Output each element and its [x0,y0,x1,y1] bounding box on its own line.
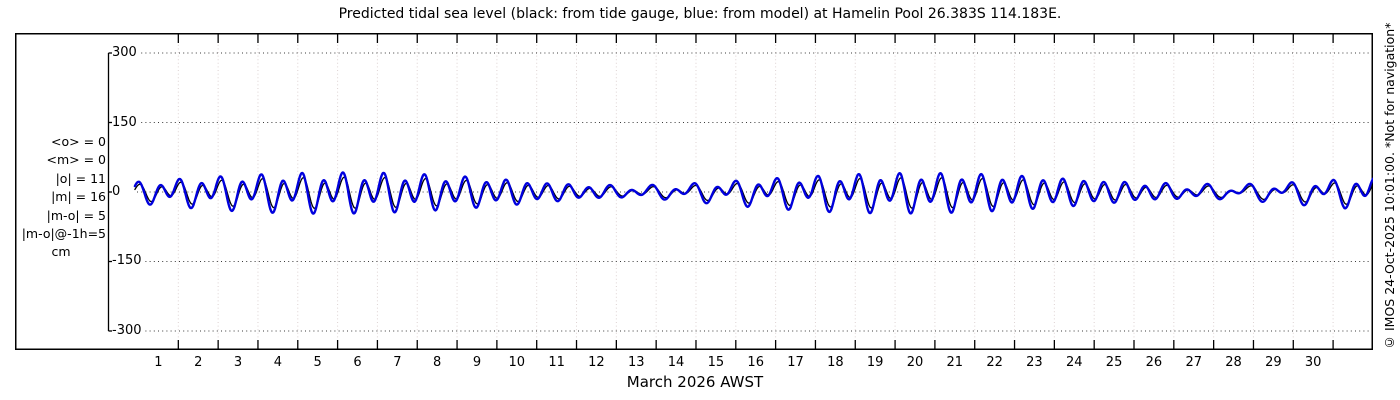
x-tick-label-day: 29 [1265,355,1282,370]
x-tick-label-day: 5 [313,355,322,370]
x-axis-label: March 2026 AWST [626,373,764,391]
stats-line: <m> = 0 [46,152,107,168]
x-tick-label-day: 20 [906,355,924,370]
x-tick-label-day: 13 [627,355,645,370]
x-tick-label-day: 26 [1145,355,1163,370]
y-tick-label: 300 [112,45,139,60]
x-tick-label-day: 16 [747,355,764,370]
x-tick-label-day: 24 [1065,355,1083,370]
x-tick-label-day: 7 [393,355,402,370]
x-tick-label-day: 9 [472,355,482,370]
x-tick-label-day: 8 [433,355,442,370]
x-tick-label-day: 23 [1026,355,1043,370]
stats-line: cm [51,244,71,260]
x-tick-label-day: 11 [548,355,565,370]
x-tick-label-day: 18 [827,355,844,370]
x-tick-label-day: 28 [1225,355,1242,370]
y-tick-label: -300 [112,322,144,338]
stats-line: |m| = 16 [51,189,106,205]
x-tick-label-day: 14 [667,355,685,370]
x-tick-label-day: 21 [946,355,964,370]
y-tick-label: 0 [112,184,123,199]
x-tick-label-day: 15 [707,355,725,370]
plot-area [15,33,1373,350]
stats-line: |m-o| = 5 [46,207,106,223]
x-tick-label-day: 1 [154,355,163,370]
x-tick-label-day: 3 [233,355,243,370]
copyright-watermark: © IMOS 24-Oct-2025 10:01:00. *Not for na… [1382,22,1397,350]
x-tick-label-day: 30 [1304,355,1322,370]
stats-line: <o> = 0 [51,134,106,149]
series-model-prediction [133,171,1373,215]
x-tick-label-day: 2 [194,355,203,370]
x-tick-label-day: 27 [1185,355,1202,370]
x-tick-label-day: 22 [986,355,1003,370]
chart-title: Predicted tidal sea level (black: from t… [338,6,1062,22]
stats-line: |m-o|@-1h=5 [21,226,106,242]
y-tick-label: 150 [112,114,139,130]
x-tick-label-day: 25 [1105,355,1123,370]
x-tick-label-day: 19 [866,355,884,370]
y-tick-label: -150 [112,253,144,269]
x-tick-label-day: 6 [353,355,362,370]
x-tick-label-day: 10 [508,355,526,370]
x-tick-label-day: 17 [787,355,804,370]
stats-panel: <o> = 0 <m> = 0 |o| = 11 |m| = 16 |m-o| = 5 |… [16,133,106,262]
x-tick-label-day: 12 [588,355,605,370]
x-tick-label-day: 4 [273,355,282,370]
stats-line: |o| = 11 [55,170,106,186]
